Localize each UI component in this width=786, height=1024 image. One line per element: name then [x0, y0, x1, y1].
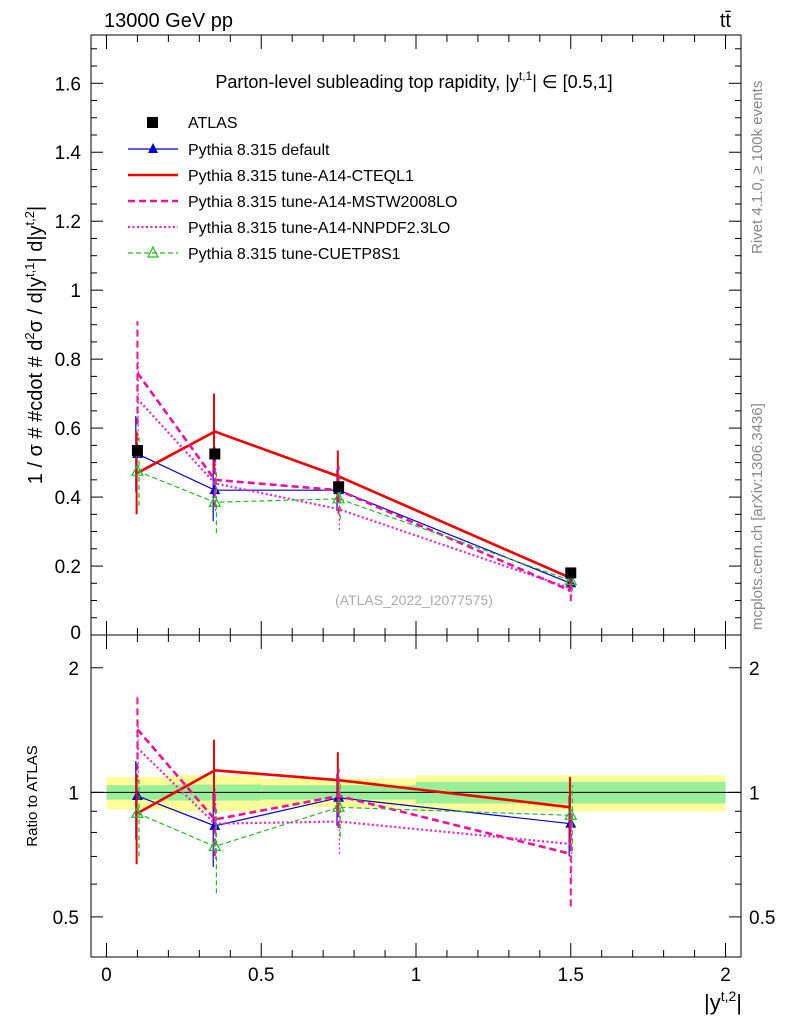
ratio-series-line-1: [136, 769, 571, 815]
legend: ATLAS Pythia 8.315 default Pythia 8.315 …: [128, 115, 457, 263]
main-series-point: [564, 573, 578, 586]
main-series-layer: [130, 321, 578, 602]
main-series-point: [209, 484, 221, 495]
ratio-xtick-label: 1: [411, 965, 422, 986]
ratio-ytick-label-right: 1: [749, 783, 760, 804]
legend-marker-cuetp8s1: [147, 245, 159, 258]
atlas-data-layer: [131, 443, 577, 579]
watermark-label: (ATLAS_2022_I2077575): [335, 592, 493, 608]
ratio-series-line-3: [136, 747, 571, 846]
main-series-line-4: [137, 470, 571, 582]
legend-label-default: Pythia 8.315 default: [188, 142, 330, 159]
legend-label-cuetp8s1: Pythia 8.315 tune-CUETP8S1: [188, 246, 401, 263]
main-title: Parton-level subleading top rapidity, |y…: [215, 69, 612, 92]
ratio-ytick-label-left: 1: [68, 783, 79, 804]
legend-label-mstw: Pythia 8.315 tune-A14-MSTW2008LO: [188, 194, 457, 211]
main-series-point: [130, 463, 144, 476]
ratio-series-point: [332, 800, 346, 812]
main-ytick-label: 1.2: [55, 212, 81, 233]
process-label: tt̄: [720, 10, 732, 32]
ratio-xtick-label: 0.5: [248, 965, 274, 986]
ratio-series-point: [564, 808, 578, 820]
main-ytick-label-zero: 0: [70, 623, 81, 644]
x-axis-label: |yt,2|: [704, 988, 742, 1015]
main-series-line-1: [136, 430, 572, 580]
main-ytick-label: 0.2: [55, 557, 81, 578]
energy-label: 13000 GeV pp: [104, 10, 233, 32]
mcplots-label: mcplots.cern.ch [arXiv:1306.3436]: [749, 403, 766, 630]
main-ytick-label: 1: [70, 281, 81, 302]
legend-marker-atlas: [147, 117, 158, 128]
ratio-ytick-label-left: 2: [68, 659, 79, 680]
legend-entry-default: Pythia 8.315 default: [128, 142, 330, 159]
legend-label-nnpdf: Pythia 8.315 tune-A14-NNPDF2.3LO: [188, 220, 450, 237]
ratio-series-point: [208, 839, 222, 852]
legend-marker-default: [148, 143, 158, 153]
main-ytick-label: 0.6: [55, 419, 81, 440]
ratio-xtick-label: 0: [101, 965, 112, 986]
legend-label-atlas: ATLAS: [188, 115, 238, 132]
main-series-point: [208, 494, 222, 507]
legend-label-cteql1: Pythia 8.315 tune-A14-CTEQL1: [188, 168, 414, 185]
ratio-ytick-label-left: 0.5: [53, 908, 79, 929]
legend-entry-atlas: ATLAS: [147, 115, 238, 132]
rivet-version-label: Rivet 4.1.0, ≥ 100k events: [749, 81, 766, 254]
ratio-ytick-label-right: 0.5: [749, 908, 775, 929]
legend-entry-cuetp8s1: Pythia 8.315 tune-CUETP8S1: [128, 245, 401, 263]
main-series-line-0: [137, 453, 571, 584]
ratio-xtick-label: 2: [720, 965, 731, 986]
ratio-ytick-label-right: 2: [749, 659, 760, 680]
ratio-series-layer: [130, 695, 578, 907]
main-ylabel: 1 / σ # #cdot # d2σ / d|yt,1| d|yt,2|: [22, 206, 47, 484]
main-series-point: [332, 491, 346, 504]
legend-entry-mstw: Pythia 8.315 tune-A14-MSTW2008LO: [128, 194, 457, 211]
atlas-data-point: [565, 567, 577, 579]
legend-entry-cteql1: Pythia 8.315 tune-A14-CTEQL1: [128, 168, 414, 185]
main-panel: Parton-level subleading top rapidity, |y…: [22, 34, 742, 644]
ratio-series-line-2: [136, 728, 572, 856]
ratio-series-point: [130, 806, 144, 818]
main-series-line-3: [136, 398, 572, 590]
main-axis-ticks: 0.2 0.4 0.6 0.8 1 1.2 1.4 1.6 0: [55, 35, 741, 644]
ratio-series-line-4: [137, 806, 571, 848]
main-ytick-label: 0.4: [55, 488, 82, 509]
main-ytick-label: 0.8: [55, 350, 81, 371]
atlas-data-point: [131, 445, 143, 457]
ratio-series-point: [209, 819, 221, 830]
ratio-xtick-label: 1.5: [558, 965, 584, 986]
atlas-data-point: [333, 481, 345, 493]
ratio-panel: Ratio to ATLAS |yt,2| 0.5 0.5 1 1 2 2 0 0.5 1 1.5…: [24, 634, 775, 1015]
ratio-ylabel: Ratio to ATLAS: [24, 745, 41, 846]
atlas-data-point: [209, 448, 221, 460]
legend-entry-nnpdf: Pythia 8.315 tune-A14-NNPDF2.3LO: [128, 220, 450, 237]
ratio-axis-ticks: 0.5 0.5 1 1 2 2 0 0.5 1 1.5 2: [53, 635, 775, 986]
main-ytick-label: 1.6: [55, 74, 81, 95]
main-ytick-label: 1.4: [55, 143, 82, 164]
